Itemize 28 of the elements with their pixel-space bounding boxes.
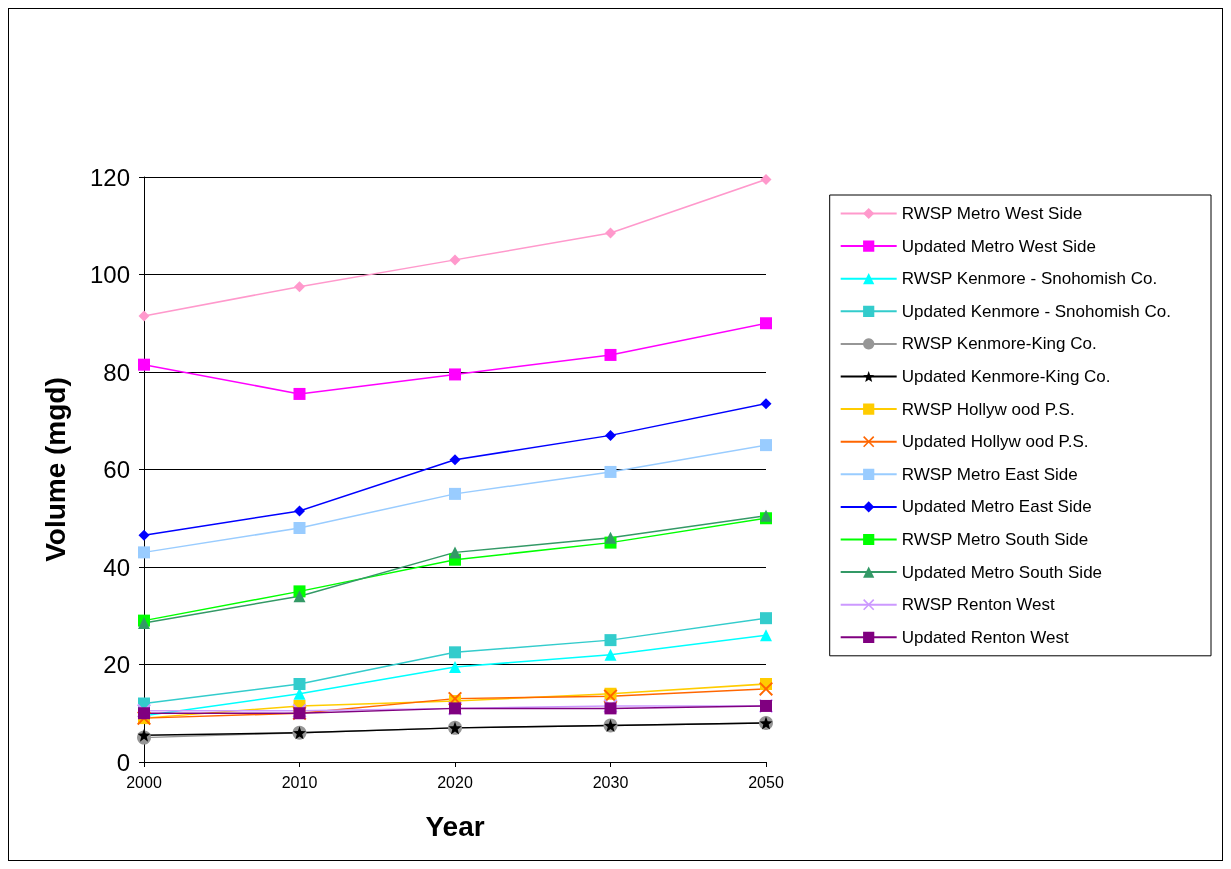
legend-label: RWSP Kenmore-King Co.	[901, 334, 1097, 354]
legend-label: RWSP Kenmore - Snohomish Co.	[901, 269, 1158, 289]
y-tick-label: 0	[116, 748, 130, 776]
y-tick-label: 120	[89, 163, 130, 191]
x-tick-label: 2020	[437, 773, 473, 791]
legend-label: RWSP Metro East Side	[901, 464, 1078, 484]
legend-label: Updated Hollyw ood P.S.	[901, 432, 1089, 452]
legend-label: Updated Metro South Side	[901, 562, 1103, 582]
legend-label: Updated Metro East Side	[901, 497, 1092, 517]
y-tick-label: 80	[103, 358, 130, 386]
y-tick-label: 20	[103, 651, 130, 678]
x-axis-title: Year	[425, 810, 485, 842]
legend-label: Updated Renton West	[901, 627, 1069, 647]
x-tick-label: 2030	[592, 773, 629, 791]
legend-label: Updated Kenmore - Snohomish Co.	[901, 301, 1171, 321]
x-tick-label: 2010	[281, 773, 318, 791]
y-tick-label: 40	[103, 553, 130, 581]
y-tick-label: 60	[103, 456, 130, 483]
y-axis-title: Volume (mgd)	[39, 377, 71, 562]
legend-label: RWSP Metro South Side	[901, 530, 1089, 549]
x-tick-label: 2000	[126, 773, 162, 791]
y-tick-label: 100	[89, 261, 130, 288]
legend-label: RWSP Hollyw ood P.S.	[901, 399, 1075, 419]
legend-label: RWSP Metro West Side	[901, 204, 1083, 223]
legend-label: RWSP Renton West	[901, 595, 1056, 615]
legend-label: Updated Kenmore-King Co.	[901, 367, 1111, 386]
x-tick-label: 2050	[748, 773, 784, 791]
legend-label: Updated Metro West Side	[901, 236, 1097, 256]
